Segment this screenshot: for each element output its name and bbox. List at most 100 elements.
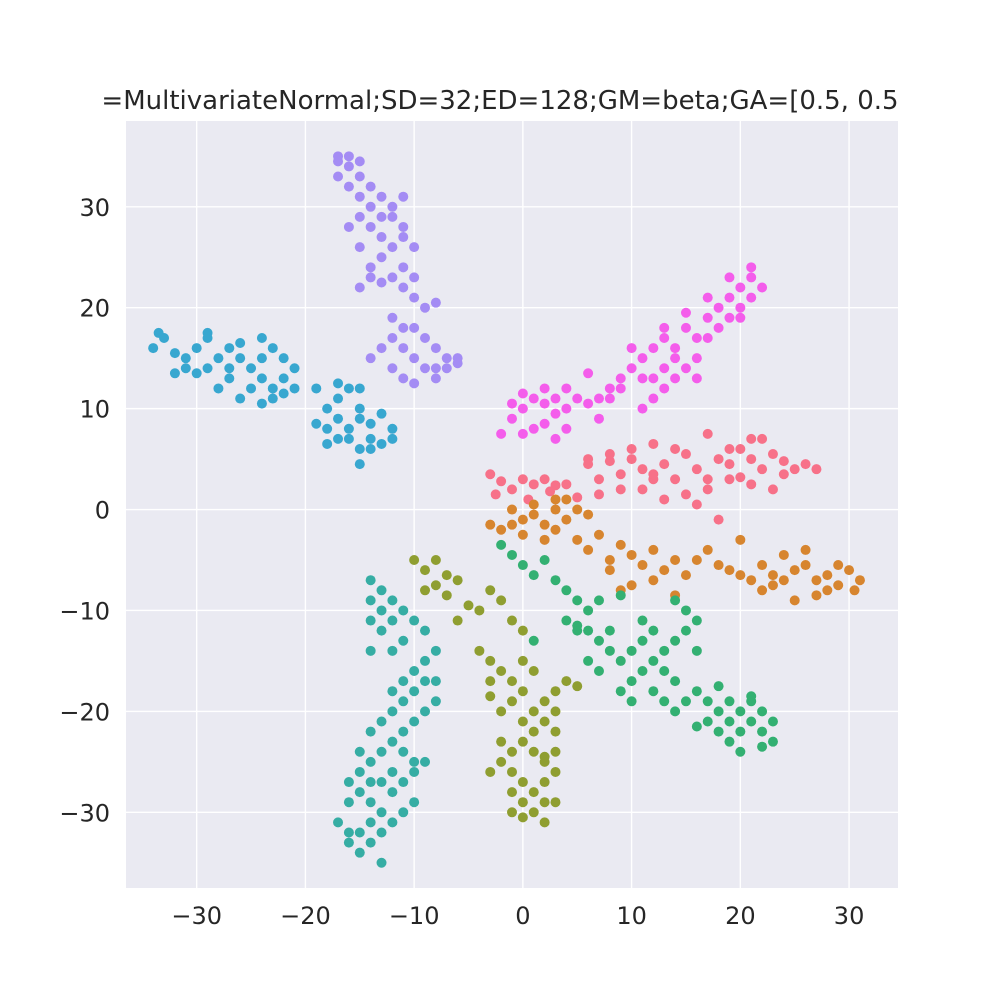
data-point — [409, 686, 420, 697]
data-point — [757, 282, 768, 293]
data-point — [670, 353, 681, 364]
data-point — [528, 726, 539, 737]
data-point — [615, 383, 626, 394]
data-point — [561, 615, 572, 626]
data-point — [626, 696, 637, 707]
series-cluster-5 — [333, 575, 441, 868]
data-point — [854, 575, 865, 586]
data-point — [572, 492, 583, 503]
data-point — [267, 383, 278, 394]
data-point — [659, 666, 670, 677]
data-point — [278, 388, 289, 399]
data-point — [713, 560, 724, 571]
data-point — [702, 292, 713, 303]
data-point — [637, 635, 648, 646]
data-point — [398, 635, 409, 646]
data-point — [648, 575, 659, 586]
data-point — [583, 368, 594, 379]
data-point — [387, 736, 398, 747]
data-point — [604, 565, 615, 576]
data-point — [626, 454, 637, 465]
data-point — [376, 746, 387, 757]
data-point — [550, 746, 561, 757]
data-point — [398, 696, 409, 707]
data-point — [430, 555, 441, 566]
data-point — [691, 555, 702, 566]
data-point — [528, 706, 539, 717]
data-point — [767, 449, 778, 460]
data-point — [626, 363, 637, 374]
series-cluster-2 — [485, 494, 865, 606]
data-point — [735, 706, 746, 717]
data-point — [311, 383, 322, 394]
data-point — [376, 777, 387, 788]
data-point — [354, 847, 365, 858]
data-point — [376, 807, 387, 818]
data-point — [539, 777, 550, 788]
data-point — [441, 590, 452, 601]
y-tick-label: 20 — [79, 295, 110, 323]
data-point — [441, 353, 452, 364]
data-point — [267, 343, 278, 354]
data-point — [572, 620, 583, 631]
data-point — [365, 817, 376, 828]
data-point — [670, 706, 681, 717]
data-point — [561, 676, 572, 687]
data-point — [822, 570, 833, 581]
data-point — [767, 716, 778, 727]
data-point — [713, 726, 724, 737]
data-point — [398, 746, 409, 757]
x-tick-label: −30 — [171, 902, 222, 930]
data-point — [420, 676, 431, 687]
data-point — [572, 534, 583, 545]
data-point — [767, 570, 778, 581]
data-point — [376, 232, 387, 243]
data-point — [550, 575, 561, 586]
data-point — [354, 827, 365, 838]
data-point — [583, 544, 594, 555]
data-point — [583, 398, 594, 409]
data-point — [365, 418, 376, 429]
series-cluster-6 — [148, 327, 398, 470]
data-point — [539, 696, 550, 707]
data-point — [746, 433, 757, 444]
data-point — [691, 332, 702, 343]
data-point — [713, 302, 724, 313]
data-point — [735, 534, 746, 545]
data-point — [485, 519, 496, 530]
data-point — [713, 681, 724, 692]
data-point — [507, 615, 517, 626]
data-point — [539, 383, 550, 394]
data-point — [474, 645, 485, 656]
data-point — [365, 181, 376, 192]
data-point — [746, 479, 757, 490]
data-point — [561, 479, 572, 490]
data-point — [670, 474, 681, 485]
data-point — [670, 443, 681, 454]
data-point — [702, 474, 713, 485]
data-point — [778, 575, 789, 586]
data-point — [626, 343, 637, 354]
data-point — [343, 797, 354, 808]
data-point — [365, 433, 376, 444]
data-point — [615, 655, 626, 666]
data-point — [376, 438, 387, 449]
data-point — [849, 585, 860, 596]
data-point — [387, 332, 398, 343]
data-point — [724, 312, 735, 323]
data-point — [398, 726, 409, 737]
data-point — [517, 686, 528, 697]
data-point — [713, 322, 724, 333]
data-point — [485, 585, 496, 596]
data-point — [235, 393, 246, 404]
data-point — [767, 580, 778, 591]
data-point — [757, 726, 768, 737]
data-point — [452, 358, 463, 369]
data-point — [343, 837, 354, 848]
data-point — [365, 221, 376, 232]
data-point — [365, 201, 376, 212]
data-point — [691, 615, 702, 626]
data-point — [648, 686, 659, 697]
data-point — [398, 232, 409, 243]
data-point — [354, 443, 365, 454]
